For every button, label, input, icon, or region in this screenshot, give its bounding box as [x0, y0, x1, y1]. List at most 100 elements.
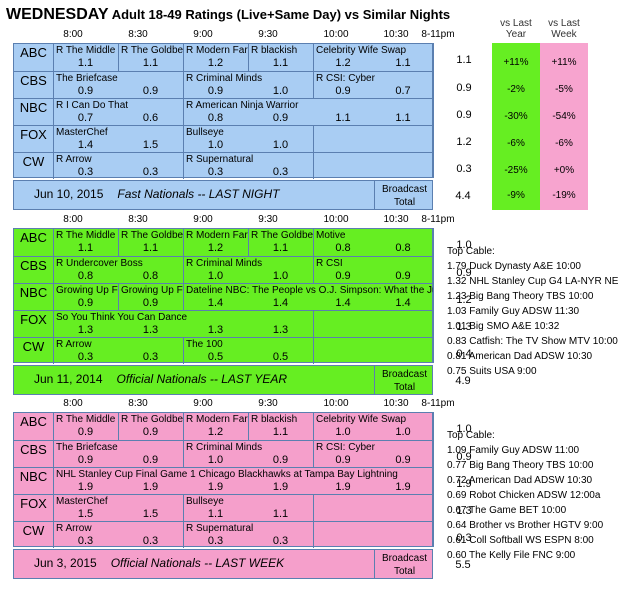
network-name: FOX: [20, 312, 47, 327]
program-name: R I Can Do That: [56, 100, 129, 111]
network-row: ABC R The Middle R The Goldbe R Modern Far R…: [14, 413, 472, 440]
time-header: 9:00: [193, 29, 213, 40]
program-slot: R The Middle: [53, 413, 118, 440]
vs-last-year-value: -30%: [504, 111, 528, 122]
program-slot: R Arrow: [53, 522, 183, 548]
top-cable-item: 0.83 Catfish: The TV Show MTV 10:00: [447, 336, 618, 347]
vs-last-week-box: [540, 43, 588, 210]
half-hour-rating: 1.1: [142, 242, 159, 254]
half-hour-rating: 0.9: [142, 426, 159, 438]
program-slot: R CSI: Cyber: [313, 441, 433, 467]
half-hour-rating: 1.3: [77, 324, 94, 336]
network-name: NBC: [19, 285, 48, 300]
half-hour-rating: 1.4: [395, 297, 411, 309]
half-hour-rating: 0.3: [207, 535, 224, 547]
night-average: 0.9: [456, 451, 472, 463]
program-slot: R Arrow: [53, 338, 183, 364]
total-vs-last-week: -19%: [552, 190, 576, 201]
panel-date: Jun 3, 2015: [34, 556, 97, 570]
half-hour-rating: 1.0: [207, 270, 224, 282]
vs-last-week-value: -6%: [555, 138, 573, 149]
program-slot: Growing Up F: [118, 284, 183, 310]
time-header: 9:00: [193, 398, 213, 409]
vs-last-week-value: +0%: [553, 165, 575, 176]
night-average: 0.3: [456, 532, 472, 544]
half-hour-rating: 1.0: [395, 426, 411, 438]
top-cable-item: 1.79 Duck Dynasty A&E 10:00: [447, 261, 581, 272]
program-slot: MasterChef: [53, 495, 183, 521]
program-name: R Supernatural: [186, 523, 254, 534]
network-name: CW: [22, 523, 45, 538]
half-hour-rating: 1.1: [207, 508, 224, 520]
program-name: R Modern Far: [186, 45, 248, 56]
half-hour-rating: 0.9: [77, 85, 94, 97]
panel-source: Official Nationals -- LAST YEAR: [116, 372, 288, 386]
half-hour-rating: 1.4: [77, 139, 94, 151]
half-hour-rating: 0.9: [335, 454, 351, 466]
half-hour-rating: 1.2: [207, 57, 224, 69]
half-hour-rating: 1.4: [272, 297, 289, 309]
program-name: R The Middle: [56, 45, 116, 56]
top-cable-item: 0.67 The Game BET 10:00: [447, 505, 567, 516]
half-hour-rating: 0.9: [77, 297, 94, 309]
half-hour-rating: 1.1: [395, 112, 411, 124]
program-slot: The Briefcase: [53, 72, 183, 98]
title-rest: Adult 18-49 Ratings (Live+Same Day) vs S…: [111, 7, 451, 22]
program-slot: Growing Up F: [53, 284, 118, 310]
half-hour-rating: 0.9: [142, 85, 159, 97]
half-hour-rating: 0.9: [77, 426, 94, 438]
half-hour-rating: 1.5: [77, 508, 94, 520]
network-row: CBS The Briefcase R Criminal Minds R CSI: C…: [14, 71, 472, 98]
program-name: R The Goldbe: [121, 230, 183, 241]
panel-date: Jun 10, 2015: [34, 187, 104, 201]
network-name: FOX: [20, 496, 47, 511]
time-header: 8:30: [128, 214, 148, 225]
program-slot: The 100: [183, 338, 313, 364]
half-hour-rating: 1.0: [272, 139, 289, 151]
vs-last-week-value: -5%: [555, 84, 573, 95]
half-hour-rating: 1.1: [272, 508, 289, 520]
program-name: R CSI: [316, 258, 343, 269]
program-name: R Arrow: [56, 339, 92, 350]
ratings-panel: ABC R The Middle R The Goldbe R Modern Far R…: [13, 43, 472, 179]
half-hour-rating: 0.8: [335, 242, 351, 254]
half-hour-rating: 1.4: [207, 297, 224, 309]
empty-slot: [313, 495, 433, 521]
broadcast-total-label: Broadcast Total: [374, 550, 434, 578]
half-hour-rating: 1.3: [142, 324, 159, 336]
program-slot: R Arrow: [53, 153, 183, 179]
night-average: 1.0: [456, 239, 472, 251]
night-average: 1.2: [456, 294, 472, 306]
top-cable-list: Top Cable: 1.09 Family Guy ADSW 11:00 0.77…: [447, 428, 603, 563]
time-header: 10:30: [383, 29, 409, 40]
top-cable-item: 0.64 Brother vs Brother HGTV 9:00: [447, 520, 604, 531]
half-hour-rating: 1.9: [77, 481, 94, 493]
program-name: R Arrow: [56, 523, 92, 534]
half-hour-rating: 1.1: [395, 57, 411, 69]
half-hour-rating: 0.5: [207, 351, 224, 363]
program-slot: R The Middle: [53, 44, 118, 71]
night-average: 0.9: [456, 82, 472, 94]
program-name: R Modern Far: [186, 414, 248, 425]
program-name: Growing Up F: [56, 285, 118, 296]
half-hour-rating: 1.5: [142, 139, 159, 151]
panel-date-label: Jun 11, 2014 Official Nationals -- LAST Y…: [34, 372, 287, 386]
half-hour-rating: 0.7: [77, 112, 94, 124]
half-hour-rating: 1.1: [335, 112, 351, 124]
total-column-divider: [433, 43, 434, 178]
program-name: The Briefcase: [56, 442, 118, 453]
time-header: 8:00: [63, 29, 83, 40]
top-cable-item: 1.01 Big SMO A&E 10:32: [447, 321, 560, 332]
time-header: 10:00: [323, 398, 349, 409]
night-average: 0.4: [456, 348, 472, 360]
half-hour-rating: 1.2: [335, 57, 351, 69]
ratings-panel: ABC R The Middle R The Goldbe R Modern Far R…: [13, 228, 472, 364]
network-name: CBS: [20, 73, 47, 88]
network-row: CBS The Briefcase R Criminal Minds R CSI: C…: [14, 440, 472, 467]
network-row: NBC R I Can Do That R American Ninja Warri…: [14, 98, 472, 125]
program-slot: R Modern Far: [183, 229, 248, 256]
program-name: R The Goldbe: [121, 414, 183, 425]
program-slot: R CSI: [313, 257, 433, 283]
broadcast-total-label: Broadcast Total: [374, 181, 434, 209]
half-hour-rating: 1.1: [272, 242, 289, 254]
